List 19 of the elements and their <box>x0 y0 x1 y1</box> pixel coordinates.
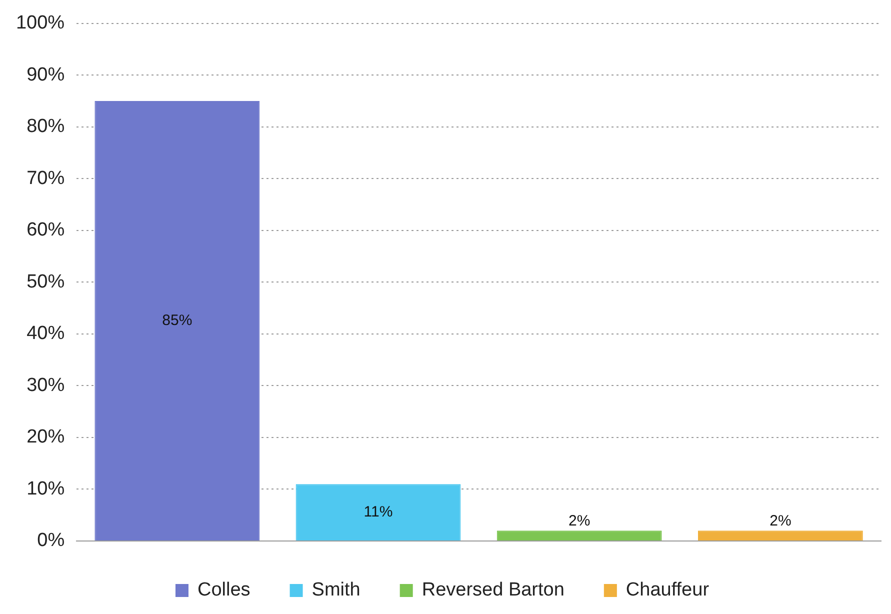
y-tick-label: 50% <box>26 271 65 292</box>
legend-label: Reversed Barton <box>422 580 564 601</box>
y-tick-label: 70% <box>26 168 65 189</box>
y-tick-label: 30% <box>26 374 65 396</box>
y-tick-label: 100% <box>16 12 65 34</box>
data-label: 11% <box>364 503 393 520</box>
legend-label: Smith <box>312 580 360 601</box>
y-tick-label: 40% <box>26 323 65 344</box>
y-tick-label: 80% <box>26 116 65 138</box>
data-label: 85% <box>162 312 192 329</box>
y-tick-label: 20% <box>26 426 65 448</box>
legend-label: Colles <box>197 580 250 601</box>
data-label: 2% <box>568 512 590 530</box>
y-tick-label: 0% <box>37 530 65 552</box>
y-tick-label: 90% <box>26 64 65 86</box>
y-tick-label: 10% <box>26 478 65 500</box>
y-tick-label: 60% <box>26 220 65 241</box>
legend-label: Chauffeur <box>626 580 710 601</box>
data-label: 2% <box>770 512 792 530</box>
